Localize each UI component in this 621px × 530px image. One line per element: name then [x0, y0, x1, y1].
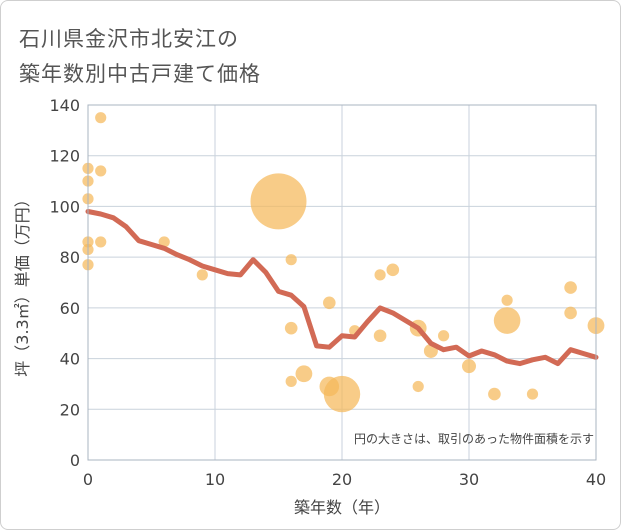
bubble-point — [196, 269, 208, 281]
x-tick-label: 30 — [459, 470, 479, 489]
bubble-point — [386, 263, 400, 277]
bubble-point — [95, 112, 107, 124]
bubble-point — [323, 296, 336, 310]
y-tick-label: 60 — [60, 299, 80, 318]
x-axis-title: 築年数（年） — [294, 498, 390, 517]
tick-labels: 0 20 40 60 80 100 120 140 0 10 20 30 40 — [49, 96, 606, 489]
y-tick-label: 140 — [49, 96, 80, 115]
y-tick-label: 80 — [60, 248, 80, 267]
bubble-point — [488, 387, 501, 401]
bubble-point — [284, 321, 298, 335]
bubble-point — [564, 306, 577, 320]
y-tick-label: 100 — [49, 197, 80, 216]
x-tick-label: 10 — [205, 470, 225, 489]
bubble-point — [374, 269, 386, 281]
bubble-point — [323, 375, 361, 413]
bubbles — [82, 112, 605, 413]
size-note: 円の大きさは、取引のあった物件面積を示す — [354, 431, 594, 446]
bubble-point — [285, 375, 297, 387]
y-tick-label: 120 — [49, 147, 80, 166]
bubble-point — [95, 236, 107, 248]
bubble-point — [438, 330, 450, 342]
trend-line — [85, 209, 599, 367]
bubble-point — [373, 329, 387, 343]
bubble-point — [285, 254, 297, 266]
y-axis-title: 坪（3.3㎡）単価（万円） — [13, 191, 32, 376]
plot-frame — [87, 104, 597, 461]
y-tick-label: 0 — [70, 451, 80, 470]
chart-title-line-1: 石川県金沢市北安江の — [19, 27, 239, 51]
x-tick-label: 40 — [586, 470, 606, 489]
y-tick-label: 20 — [60, 400, 80, 419]
bubble-point — [412, 380, 424, 393]
x-tick-label: 0 — [83, 470, 93, 489]
chart-title-line-2: 築年数別中古戸建て価格 — [19, 62, 261, 86]
bubble-point — [462, 359, 476, 374]
bubble-point — [564, 281, 577, 294]
y-tick-label: 40 — [60, 350, 80, 369]
bubble-point — [250, 173, 307, 230]
bubble-point — [501, 294, 513, 306]
bubble-point — [158, 236, 170, 248]
bubble-point — [95, 165, 107, 177]
bubble-point — [526, 388, 539, 400]
bubble-point — [493, 307, 521, 334]
x-tick-label: 20 — [332, 470, 352, 489]
bubble-point — [295, 365, 313, 383]
